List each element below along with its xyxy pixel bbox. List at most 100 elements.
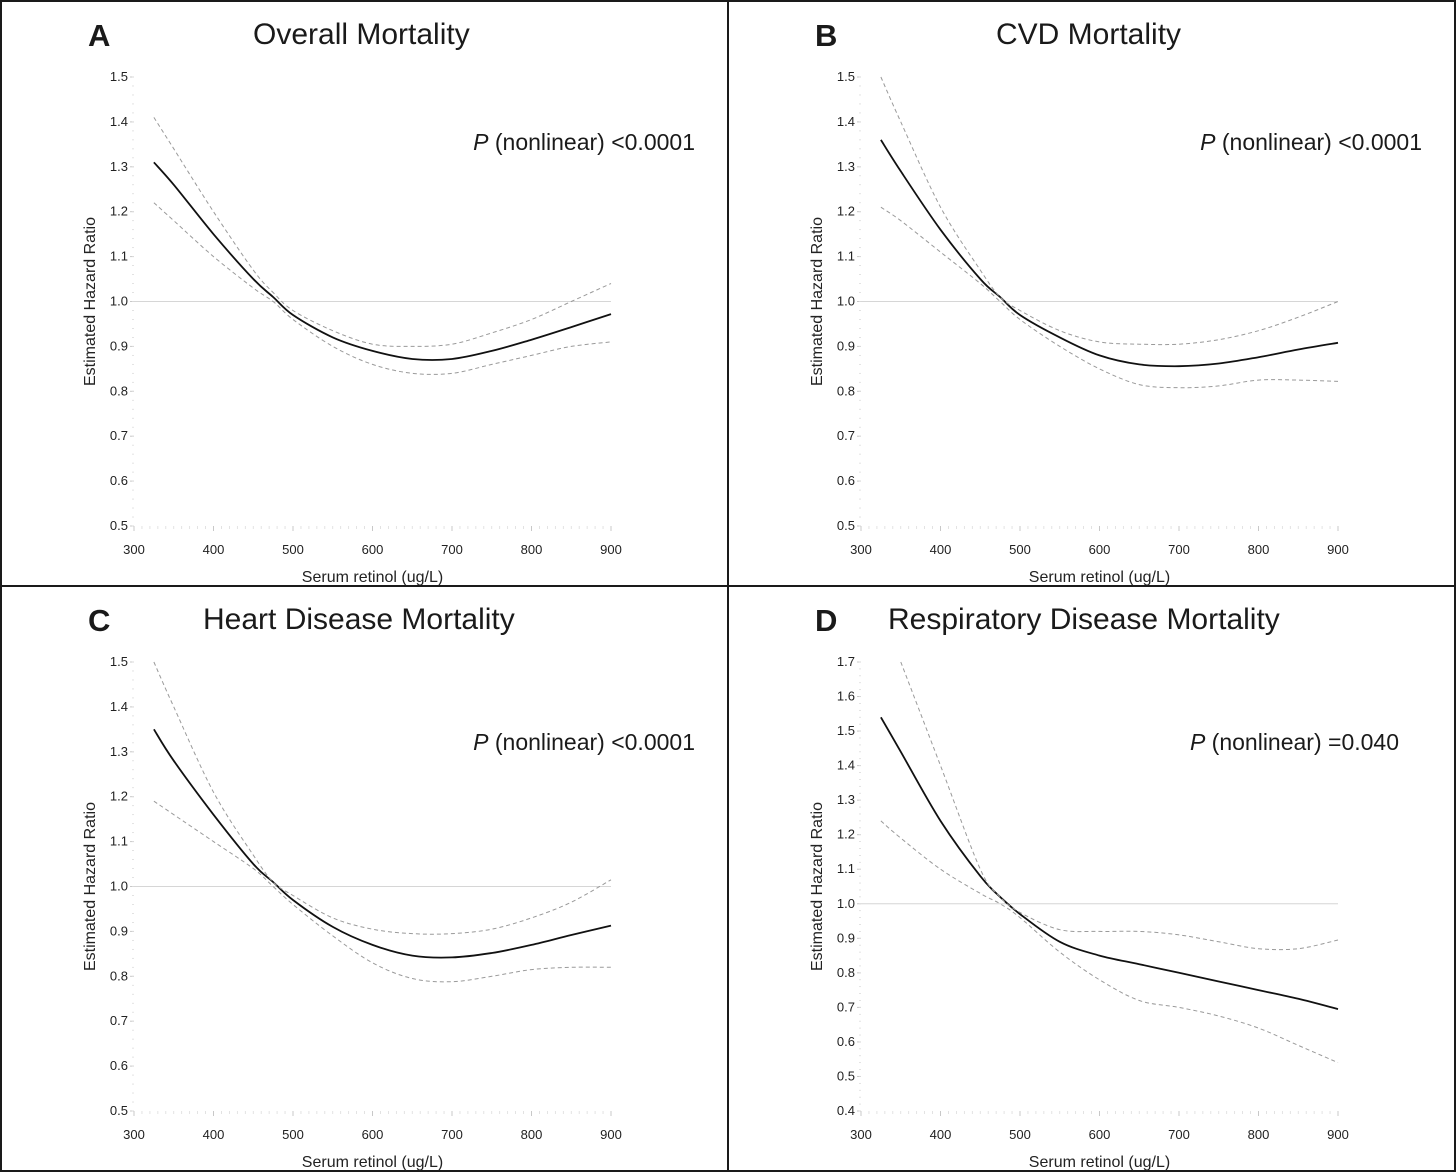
x-tick-label: 500 bbox=[1009, 542, 1031, 557]
y-tick-label: 0.9 bbox=[110, 338, 128, 353]
y-tick-label: 1.1 bbox=[110, 249, 128, 264]
panel-letter: B bbox=[815, 18, 838, 53]
y-tick-label: 0.6 bbox=[110, 473, 128, 488]
chart-panel-a: A Overall Mortality P (nonlinear) <0.000… bbox=[0, 0, 729, 587]
y-tick-label: 1.4 bbox=[110, 114, 128, 129]
chart-title: CVD Mortality bbox=[996, 18, 1182, 51]
series-line-upper-ci bbox=[880, 76, 1339, 346]
y-axis-label: Estimated Hazard Ratio bbox=[809, 217, 826, 386]
x-tick-label: 600 bbox=[362, 1127, 384, 1142]
y-tick-label: 1.1 bbox=[110, 834, 128, 849]
chart-panel-c: C Heart Disease Mortality P (nonlinear) … bbox=[0, 585, 729, 1172]
x-tick-label: 700 bbox=[441, 542, 463, 557]
series-line-upper-ci bbox=[153, 661, 612, 935]
x-tick-label: 800 bbox=[521, 542, 543, 557]
series-line-upper-ci bbox=[153, 117, 612, 347]
y-tick-label: 1.5 bbox=[110, 69, 128, 84]
y-tick-label: 1.5 bbox=[837, 69, 855, 84]
series-line-lower-ci bbox=[880, 206, 1339, 389]
y-tick-label: 0.8 bbox=[110, 383, 128, 398]
panel-letter: D bbox=[815, 603, 838, 638]
series-line-estimate bbox=[153, 728, 612, 959]
p-value-annotation: P (nonlinear) <0.0001 bbox=[2, 129, 695, 156]
p-value-annotation: P (nonlinear) <0.0001 bbox=[2, 729, 695, 756]
chart-plot: 0.5 0.6 0.7 0.8 0.9 1.0 1.1 1.2 1.3 1.4 1.5 300 400 5… bbox=[809, 69, 1349, 586]
p-value-text: (nonlinear) <0.0001 bbox=[1221, 129, 1422, 155]
y-tick-label: 0.6 bbox=[837, 473, 855, 488]
x-tick-label: 800 bbox=[1248, 1127, 1270, 1142]
x-tick-label: 500 bbox=[282, 542, 304, 557]
y-tick-label: 1.5 bbox=[837, 723, 855, 738]
y-tick-label: 1.2 bbox=[110, 789, 128, 804]
y-tick-label: 0.8 bbox=[837, 383, 855, 398]
y-tick-label: 0.6 bbox=[110, 1058, 128, 1073]
y-axis-label: Estimated Hazard Ratio bbox=[82, 802, 99, 971]
x-tick-label: 900 bbox=[1327, 542, 1349, 557]
chart-panel-d: D Respiratory Disease Mortality P (nonli… bbox=[727, 585, 1456, 1172]
x-tick-label: 700 bbox=[441, 1127, 463, 1142]
p-value-annotation: P (nonlinear) <0.0001 bbox=[729, 129, 1422, 156]
y-tick-label: 0.5 bbox=[837, 1068, 855, 1083]
y-tick-label: 1.5 bbox=[110, 654, 128, 669]
p-symbol: P bbox=[473, 729, 489, 755]
series-line-lower-ci bbox=[880, 820, 1339, 1064]
y-tick-label: 0.5 bbox=[837, 518, 855, 533]
y-tick-label: 1.1 bbox=[837, 861, 855, 876]
series-line-estimate bbox=[153, 161, 612, 361]
p-value-annotation: P (nonlinear) =0.040 bbox=[729, 729, 1399, 756]
x-tick-label: 300 bbox=[123, 1127, 145, 1142]
y-tick-label: 1.3 bbox=[110, 159, 128, 174]
x-tick-label: 600 bbox=[362, 542, 384, 557]
series-line-estimate bbox=[880, 139, 1339, 368]
x-tick-label: 300 bbox=[850, 1127, 872, 1142]
y-tick-label: 0.8 bbox=[110, 968, 128, 983]
y-tick-label: 0.9 bbox=[837, 930, 855, 945]
x-tick-label: 800 bbox=[521, 1127, 543, 1142]
x-tick-label: 400 bbox=[203, 542, 225, 557]
p-symbol: P bbox=[473, 129, 489, 155]
series-line-upper-ci bbox=[900, 661, 1339, 951]
y-tick-label: 0.7 bbox=[837, 428, 855, 443]
x-axis-label: Serum retinol (ug/L) bbox=[1029, 1154, 1170, 1171]
y-tick-label: 0.7 bbox=[110, 428, 128, 443]
y-tick-label: 1.4 bbox=[837, 758, 855, 773]
p-value-text: (nonlinear) <0.0001 bbox=[494, 129, 695, 155]
x-tick-label: 600 bbox=[1089, 1127, 1111, 1142]
y-tick-label: 1.0 bbox=[837, 896, 855, 911]
series-line-lower-ci bbox=[153, 202, 612, 375]
chart-title: Respiratory Disease Mortality bbox=[888, 603, 1280, 636]
x-tick-label: 400 bbox=[930, 1127, 952, 1142]
y-tick-label: 1.2 bbox=[837, 827, 855, 842]
x-tick-label: 300 bbox=[850, 542, 872, 557]
y-tick-label: 0.9 bbox=[110, 923, 128, 938]
y-tick-label: 1.0 bbox=[837, 294, 855, 309]
y-tick-label: 1.4 bbox=[837, 114, 855, 129]
p-symbol: P bbox=[1189, 729, 1206, 755]
chart-plot: 0.4 0.5 0.6 0.7 0.8 0.9 1.0 1.1 1.2 1.3 1.4 1.5 1.6 1… bbox=[809, 654, 1349, 1171]
y-tick-label: 0.7 bbox=[110, 1013, 128, 1028]
x-axis-label: Serum retinol (ug/L) bbox=[302, 1154, 443, 1171]
chart-plot: 0.5 0.6 0.7 0.8 0.9 1.0 1.1 1.2 1.3 1.4 1.5 300 400 5… bbox=[82, 69, 622, 586]
series-line-estimate bbox=[880, 716, 1339, 1010]
chart-title: Overall Mortality bbox=[253, 18, 470, 51]
x-tick-label: 800 bbox=[1248, 542, 1270, 557]
y-tick-label: 1.4 bbox=[110, 699, 128, 714]
chart-panel-b: B CVD Mortality P (nonlinear) <0.0001 0.… bbox=[727, 0, 1456, 587]
x-tick-label: 900 bbox=[1327, 1127, 1349, 1142]
x-tick-label: 400 bbox=[203, 1127, 225, 1142]
chart-title: Heart Disease Mortality bbox=[203, 603, 515, 636]
x-tick-label: 500 bbox=[1009, 1127, 1031, 1142]
y-tick-label: 0.6 bbox=[837, 1034, 855, 1049]
x-tick-label: 700 bbox=[1168, 1127, 1190, 1142]
y-tick-label: 1.7 bbox=[837, 654, 855, 669]
y-tick-label: 0.5 bbox=[110, 1103, 128, 1118]
p-value-text: (nonlinear) <0.0001 bbox=[494, 729, 695, 755]
y-tick-label: 1.2 bbox=[110, 204, 128, 219]
panel-letter: C bbox=[88, 603, 111, 638]
y-tick-label: 1.3 bbox=[110, 744, 128, 759]
p-value-text: (nonlinear) =0.040 bbox=[1211, 729, 1399, 755]
y-tick-label: 1.1 bbox=[837, 249, 855, 264]
x-tick-label: 500 bbox=[282, 1127, 304, 1142]
x-tick-label: 600 bbox=[1089, 542, 1111, 557]
y-tick-label: 1.3 bbox=[837, 159, 855, 174]
